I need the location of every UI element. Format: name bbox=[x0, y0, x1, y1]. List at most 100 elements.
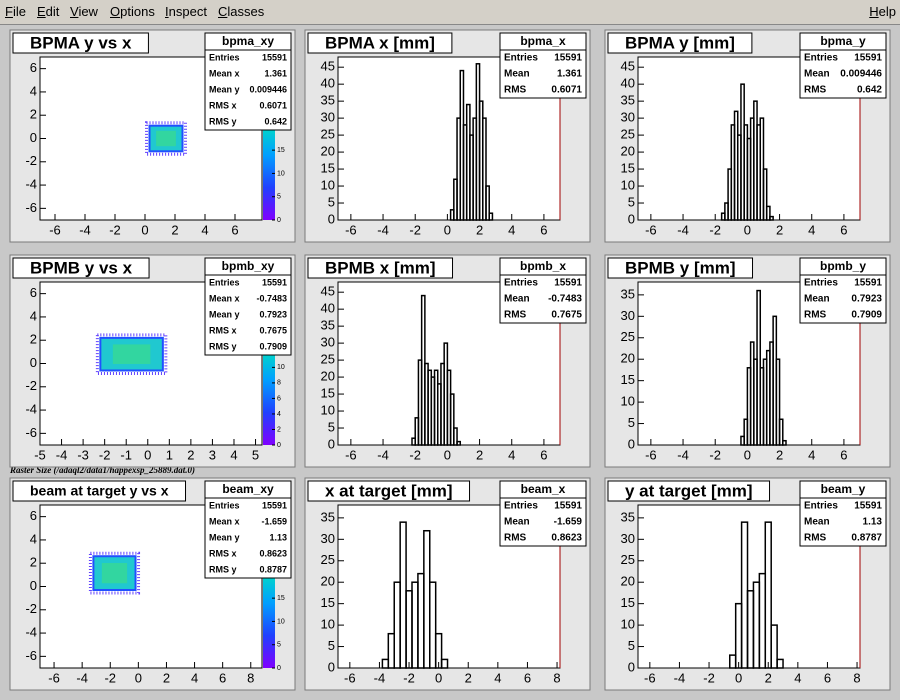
x-tick-label: 6 bbox=[219, 670, 226, 685]
stats-label: RMS y bbox=[209, 564, 237, 574]
y-tick-label: 20 bbox=[621, 574, 635, 589]
cluster-halo bbox=[95, 333, 168, 375]
x-tick-label: -2 bbox=[109, 222, 121, 237]
y-tick-label: 35 bbox=[321, 509, 335, 524]
y-tick-label: 5 bbox=[628, 194, 635, 209]
x-tick-label: 0 bbox=[735, 670, 742, 685]
y-tick-label: 25 bbox=[621, 552, 635, 567]
y-tick-label: 10 bbox=[621, 177, 635, 192]
x-tick-label: 5 bbox=[252, 447, 259, 462]
y-tick-label: -6 bbox=[25, 425, 37, 440]
x-tick-label: -6 bbox=[644, 670, 656, 685]
stats-label: Entries bbox=[504, 278, 538, 289]
y-tick-label: 35 bbox=[621, 93, 635, 108]
y-tick-label: 0 bbox=[30, 578, 37, 593]
x-tick-label: 2 bbox=[476, 222, 483, 237]
stats-box bbox=[499, 257, 587, 324]
y-tick-label: 35 bbox=[321, 93, 335, 108]
stats-value: -0.7483 bbox=[256, 293, 287, 303]
menu-item[interactable]: Classes bbox=[218, 4, 265, 19]
hist-bin bbox=[453, 427, 458, 446]
x-tick-label: 4 bbox=[808, 447, 815, 462]
stats-label: Mean bbox=[504, 69, 530, 80]
stats-label: RMS bbox=[804, 85, 827, 96]
x-tick-label: -1 bbox=[120, 447, 132, 462]
x-tick-label: 4 bbox=[201, 222, 208, 237]
panel-title: beam at target y vs x bbox=[30, 483, 169, 499]
x-tick-label: -5 bbox=[34, 447, 46, 462]
x-tick-label: 4 bbox=[494, 670, 501, 685]
y-tick-label: 5 bbox=[328, 419, 335, 434]
x-tick-label: 0 bbox=[135, 670, 142, 685]
x-tick-label: 0 bbox=[444, 222, 451, 237]
hist-bin bbox=[762, 168, 768, 221]
y-tick-label: 5 bbox=[628, 638, 635, 653]
y-tick-label: 45 bbox=[621, 59, 635, 74]
y-tick-label: 2 bbox=[30, 555, 37, 570]
hist-bin bbox=[770, 624, 778, 669]
x-tick-label: 3 bbox=[209, 447, 216, 462]
palette-tick-label: 2 bbox=[277, 426, 281, 433]
y-tick-label: -6 bbox=[25, 200, 37, 215]
stats-name: beam_y bbox=[821, 482, 866, 496]
y-tick-label: 6 bbox=[30, 60, 37, 75]
x-tick-label: 4 bbox=[230, 447, 237, 462]
stats-label: Entries bbox=[804, 278, 838, 289]
stats-label: RMS y bbox=[209, 341, 237, 351]
stats-label: RMS bbox=[504, 310, 527, 321]
caption: Raster Size (/adaql2/data1/happexsp_2588… bbox=[9, 465, 195, 475]
stats-value: 1.13 bbox=[863, 517, 883, 528]
x-tick-label: 2 bbox=[171, 222, 178, 237]
menu-item[interactable]: View bbox=[70, 4, 98, 19]
cluster-core bbox=[112, 344, 151, 364]
y-tick-label: 0 bbox=[30, 130, 37, 145]
x-tick-label: -4 bbox=[79, 222, 91, 237]
palette-tick-label: 10 bbox=[277, 364, 285, 371]
title-box bbox=[12, 480, 187, 502]
x-tick-label: -4 bbox=[377, 222, 389, 237]
y-tick-label: 40 bbox=[321, 301, 335, 316]
panel-title: BPMB y [mm] bbox=[625, 258, 736, 277]
stats-label: Mean bbox=[504, 517, 530, 528]
menu-item[interactable]: Edit bbox=[37, 4, 60, 19]
x-tick-label: -6 bbox=[344, 670, 356, 685]
stats-label: RMS bbox=[504, 85, 527, 96]
y-tick-label: 10 bbox=[321, 402, 335, 417]
x-tick-label: -6 bbox=[345, 447, 357, 462]
stats-label: Entries bbox=[209, 52, 240, 62]
x-tick-label: -4 bbox=[374, 670, 386, 685]
menu-item[interactable]: Options bbox=[110, 4, 155, 19]
y-tick-label: 15 bbox=[321, 161, 335, 176]
y-tick-label: 20 bbox=[321, 144, 335, 159]
menu-item[interactable]: File bbox=[5, 4, 26, 19]
stats-value: 0.642 bbox=[264, 116, 287, 126]
stats-name: bpmb_x bbox=[520, 259, 566, 273]
stats-label: Mean y bbox=[209, 309, 240, 319]
menu-item[interactable]: Inspect bbox=[165, 4, 207, 19]
stats-label: Mean bbox=[804, 294, 830, 305]
x-tick-label: -3 bbox=[77, 447, 89, 462]
y-tick-label: 25 bbox=[621, 329, 635, 344]
stats-value: 0.7923 bbox=[851, 294, 882, 305]
stats-label: Mean x bbox=[209, 516, 240, 526]
hist-bin bbox=[429, 581, 437, 669]
y-tick-label: 0 bbox=[628, 211, 635, 226]
hist-bin bbox=[482, 117, 487, 221]
y-tick-label: 4 bbox=[30, 83, 37, 98]
x-tick-label: -2 bbox=[99, 447, 111, 462]
x-tick-label: 4 bbox=[808, 222, 815, 237]
palette-tick-label: 5 bbox=[277, 642, 281, 649]
y-tick-label: 0 bbox=[30, 355, 37, 370]
help-menu[interactable]: Help bbox=[869, 4, 896, 19]
x-tick-label: -2 bbox=[703, 670, 715, 685]
stats-name: bpmb_y bbox=[820, 259, 866, 273]
y-tick-label: 35 bbox=[621, 286, 635, 301]
x-tick-label: 6 bbox=[824, 670, 831, 685]
palette-tick-label: 8 bbox=[277, 380, 281, 387]
stats-name: bpma_x bbox=[520, 34, 566, 48]
hist-bin bbox=[778, 418, 784, 446]
stats-label: Mean bbox=[804, 69, 830, 80]
y-tick-label: -2 bbox=[25, 153, 37, 168]
palette-tick-label: 5 bbox=[277, 194, 281, 201]
